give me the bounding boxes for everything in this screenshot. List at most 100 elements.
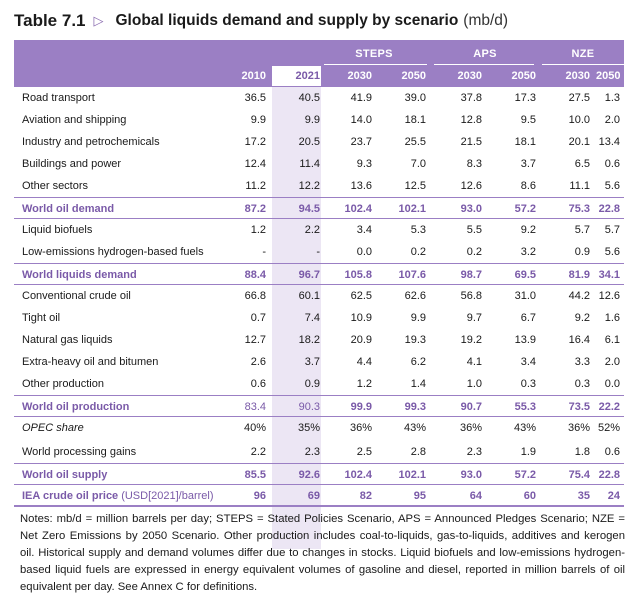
cell-value: 75.4 [568,469,590,481]
cell-value: 8.6 [520,180,536,192]
cell-value: 36.5 [244,92,266,104]
cell-value: 27.5 [568,92,590,104]
total-row: World oil production 83.4 90.3 99.9 99.3 90.7… [14,395,624,417]
cell-value: 1.6 [604,312,620,324]
cell-value: 64 [469,490,482,502]
cell-value: 16.4 [568,334,590,346]
cell-value: 98.7 [460,269,482,281]
cell-value: 93.0 [460,469,482,481]
cell-value: 2.0 [604,356,620,368]
cell-value: 90.3 [298,401,320,413]
cell-value: 75.3 [568,203,590,215]
cell-value: 57.2 [514,203,536,215]
row-label: World oil production [22,396,129,418]
table-heading: Global liquids demand and supply by scen… [115,12,459,29]
cell-value: 0.6 [604,446,620,458]
cell-value: 87.2 [244,203,266,215]
cell-value: 102.1 [398,469,426,481]
table-unit: (mb/d) [463,12,509,29]
row-label-text: Buildings and power [22,158,122,170]
table-row: Buildings and power 12.4 11.4 9.3 7.0 8.3 3.7 6… [14,153,624,175]
row-label-text: Tight oil [22,312,61,324]
cell-value: 73.5 [568,401,590,413]
cell-value: 102.4 [344,203,372,215]
cell-value: 102.1 [398,203,426,215]
row-label: Aviation and shipping [22,109,126,131]
row-label-text: Road transport [22,92,95,104]
row-unit: (USD[2021]/barrel) [121,490,214,502]
table-number: Table 7.1 [14,11,86,30]
cell-value: 0.6 [250,378,266,390]
cell-value: 85.5 [244,469,266,481]
header-band: STEPS APS NZE 2010 2021 2030 2050 2030 2… [14,40,624,87]
cell-value: 0.9 [304,378,320,390]
table-row: Natural gas liquids 12.7 18.2 20.9 19.3 19.2 1… [14,329,624,351]
cell-value: 44.2 [568,290,590,302]
cell-value: 2.5 [356,446,372,458]
cell-value: 6.7 [520,312,536,324]
cell-value: 18.2 [298,334,320,346]
cell-value: 40% [243,422,266,434]
row-label: Natural gas liquids [22,329,113,351]
cell-value: 0.9 [574,246,590,258]
table-row: Industry and petrochemicals 17.2 20.5 23.7 2… [14,131,624,153]
cell-value: 99.3 [404,401,426,413]
cell-value: 9.9 [410,312,426,324]
cell-value: 82 [359,490,372,502]
cell-value: 12.2 [298,180,320,192]
total-row: World oil demand 87.2 94.5 102.4 102.1 93.0 57… [14,197,624,219]
cell-value: 90.7 [460,401,482,413]
cell-value: 2.8 [410,446,426,458]
row-label: Low-emissions hydrogen-based fuels [22,241,204,263]
cell-value: 1.8 [574,446,590,458]
cell-value: 40.5 [298,92,320,104]
row-label: Liquid biofuels [22,219,92,241]
opec-share-row: OPEC share 40% 35% 36% 43% 36% 43% 36% 52% [14,417,624,439]
year-header: 2050 [511,70,536,82]
row-label-text: World oil supply [22,469,108,481]
row-label: Tight oil [22,307,60,329]
processing-gains-row: World processing gains 2.2 2.3 2.5 2.8 2.3 1.9… [14,441,624,463]
cell-value: 36% [349,422,372,434]
cell-value: 102.4 [344,469,372,481]
cell-value: 57.2 [514,469,536,481]
cell-value: 10.9 [350,312,372,324]
cell-value: 2.2 [250,446,266,458]
cell-value: 23.7 [350,136,372,148]
cell-value: 107.6 [398,269,426,281]
cell-value: 24 [607,490,620,502]
row-label-text: Natural gas liquids [22,334,113,346]
row-label: IEA crude oil price (USD[2021]/barrel) [22,485,214,507]
cell-value: 22.2 [598,401,620,413]
cell-value: 2.0 [604,114,620,126]
cell-value: 41.9 [350,92,372,104]
cell-value: 9.5 [520,114,536,126]
cell-value: 95 [413,490,426,502]
cell-value: 19.2 [460,334,482,346]
cell-value: 17.2 [244,136,266,148]
row-label-text: World liquids demand [22,269,137,281]
cell-value: 1.2 [356,378,372,390]
year-header-highlighted: 2021 [272,66,321,86]
row-label-text: OPEC share [22,422,84,434]
cell-value: 6.1 [604,334,620,346]
cell-value: 9.7 [466,312,482,324]
cell-value: 12.6 [460,180,482,192]
cell-value: 25.5 [404,136,426,148]
row-label-text: Industry and petrochemicals [22,136,160,148]
cell-value: 8.3 [466,158,482,170]
row-label-text: World processing gains [22,446,137,458]
cell-value: 0.3 [520,378,536,390]
cell-value: 105.8 [344,269,372,281]
cell-value: 3.7 [520,158,536,170]
cell-value: 11.4 [299,158,320,170]
cell-value: 12.4 [244,158,266,170]
cell-value: 0.2 [410,246,426,258]
row-label: Conventional crude oil [22,285,131,307]
cell-value: 9.3 [356,158,372,170]
cell-value: 17.3 [514,92,536,104]
scenario-divider [542,64,624,65]
table-row: Liquid biofuels 1.2 2.2 3.4 5.3 5.5 9.2 5.7 5.7 [14,219,624,241]
cell-value: 10.0 [568,114,590,126]
row-label-text: World oil production [22,401,130,413]
